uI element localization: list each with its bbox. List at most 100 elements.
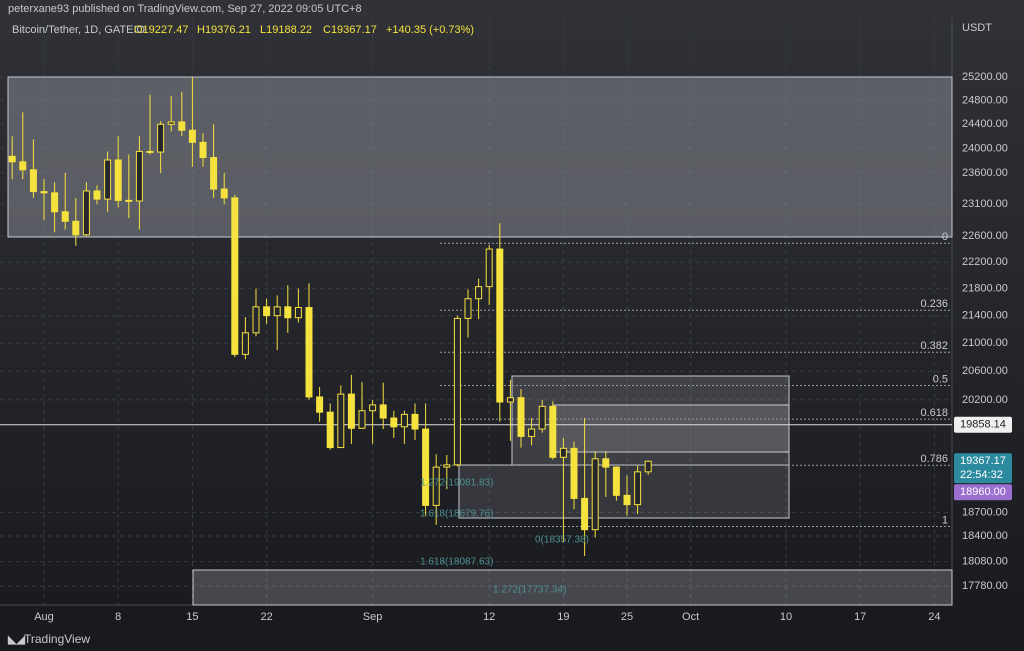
- x-tick-label: 19: [557, 611, 569, 623]
- candle-body: [104, 159, 112, 200]
- candle-body: [517, 397, 525, 437]
- candle-body: [188, 129, 196, 143]
- candle-body: [326, 411, 334, 449]
- candle-body: [125, 199, 133, 202]
- ohlc-open: O19227.47: [134, 24, 188, 36]
- x-tick-label: 12: [483, 611, 495, 623]
- y-tick-label: 24000.00: [962, 142, 1008, 154]
- candle-body: [559, 447, 567, 458]
- candle-body: [464, 298, 472, 319]
- y-tick-label: 24800.00: [962, 94, 1008, 106]
- y-tick-label: 25200.00: [962, 71, 1008, 83]
- candle-body: [252, 306, 260, 334]
- candle-body: [485, 248, 493, 288]
- fib-label: 0.382: [920, 340, 948, 352]
- candle-body: [82, 190, 90, 236]
- y-tick-label: 23600.00: [962, 167, 1008, 179]
- candle-body: [400, 413, 408, 428]
- x-tick-label: Aug: [34, 611, 54, 623]
- x-tick-label: 15: [186, 611, 198, 623]
- alert-price-label: 18960.00: [960, 486, 1006, 498]
- candle-body: [634, 471, 642, 506]
- candle-body: [241, 332, 249, 355]
- candle-body: [220, 188, 228, 199]
- ohlc-high: H19376.21: [197, 24, 251, 36]
- alert-price-label-box: [954, 484, 1012, 501]
- ohlc-change: +140.35 (+0.73%): [386, 24, 474, 36]
- candle-body: [72, 220, 80, 236]
- candle-body: [623, 494, 631, 506]
- footer-brand: TradingView: [24, 632, 90, 646]
- candle-body: [422, 428, 430, 506]
- candle-body: [135, 150, 143, 202]
- y-tick-label: 18080.00: [962, 556, 1008, 568]
- x-tick-label: Oct: [682, 611, 699, 623]
- fib-label: 0.618: [920, 407, 948, 419]
- candle-body: [146, 150, 154, 153]
- candle-body: [538, 405, 546, 430]
- symbol: Bitcoin/Tether, 1D, GATEIO: [12, 24, 146, 36]
- candle-body: [337, 393, 345, 449]
- zone-box: [192, 569, 953, 606]
- y-tick-label: 23100.00: [962, 198, 1008, 210]
- x-tick-label: 22: [260, 611, 272, 623]
- fib-label: 0: [942, 231, 948, 243]
- candle-body: [432, 466, 440, 506]
- candle-body: [178, 121, 186, 131]
- logo: ◣◢: [7, 634, 25, 646]
- candle-body: [199, 141, 207, 159]
- zone-box: [552, 404, 790, 453]
- plot: 0 0.236 0.382 0.5 0.618 0.786 1 1.272(19081.83)…: [0, 77, 952, 596]
- candle-body: [506, 397, 514, 403]
- x-tick-label: 25: [621, 611, 633, 623]
- candle-body: [411, 413, 419, 430]
- currency: USDT: [962, 22, 992, 34]
- fib-extension-label: 0(18357.38): [535, 535, 589, 546]
- candle-body: [8, 155, 16, 163]
- candle-body: [570, 447, 578, 499]
- candle-body: [602, 458, 610, 468]
- y-tick-label: 21000.00: [962, 337, 1008, 349]
- y-tick-label: 17780.00: [962, 580, 1008, 592]
- y-tick-label: 24400.00: [962, 118, 1008, 130]
- candle-body: [167, 121, 175, 125]
- candle-body: [316, 396, 324, 413]
- candle-body: [210, 157, 218, 190]
- candle-body: [390, 417, 398, 428]
- price-line-label-box: [954, 416, 1012, 433]
- zone-box: [458, 464, 790, 519]
- fib-extension-label: 1.618(18679.76): [420, 509, 493, 520]
- y-tick-label: 21400.00: [962, 310, 1008, 322]
- x-tick-label: 10: [780, 611, 792, 623]
- fib-extension-label: 1.272(17737.34): [493, 585, 566, 596]
- candle-body: [40, 191, 48, 194]
- candle-body: [581, 497, 589, 531]
- last-price-label-box: [954, 453, 1012, 484]
- candle-body: [263, 306, 271, 317]
- candle-body: [644, 460, 652, 473]
- candle-body: [284, 306, 292, 319]
- candle-body: [157, 123, 165, 153]
- candle-body: [273, 306, 281, 317]
- price-line-label: 19858.14: [960, 419, 1006, 431]
- candle-body: [443, 464, 451, 468]
- fib-label: 0.5: [933, 373, 948, 385]
- y-tick-label: 20200.00: [962, 394, 1008, 406]
- y-tick-label: 18400.00: [962, 530, 1008, 542]
- candle-body: [612, 466, 620, 496]
- candle-body: [475, 286, 483, 300]
- fib-label: 0.236: [920, 298, 948, 310]
- publisher: peterxane93 published on TradingView.com…: [8, 3, 362, 15]
- ohlc-close: C19367.17: [323, 24, 377, 36]
- x-tick-label: 8: [115, 611, 121, 623]
- zone-box: [511, 375, 790, 466]
- fib-extension-label: 1.618(18087.63): [420, 557, 493, 568]
- x-tick-label: 17: [854, 611, 866, 623]
- candle-body: [496, 248, 504, 403]
- fib-extension-label: 1.272(19081.83): [420, 478, 493, 489]
- x-tick-label: 24: [928, 611, 940, 623]
- candle-body: [61, 211, 69, 222]
- candle-body: [347, 393, 355, 429]
- candle-body: [358, 410, 366, 429]
